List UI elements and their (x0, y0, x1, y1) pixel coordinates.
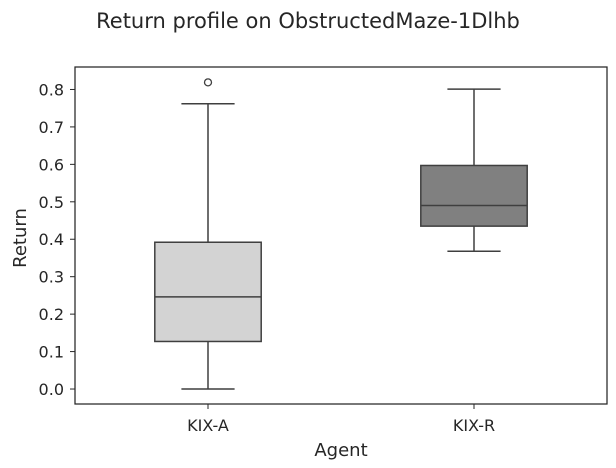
box-kix-a (154, 78, 262, 390)
x-tick-label: KIX-A (187, 416, 229, 435)
chart-title: Return profile on ObstructedMaze-1Dlhb (96, 9, 520, 33)
y-tick-label: 0.4 (39, 230, 64, 249)
y-tick-label: 0.0 (39, 380, 64, 399)
y-tick-label: 0.2 (39, 305, 64, 324)
y-tick-label: 0.7 (39, 118, 64, 137)
x-axis-ticks: KIX-A KIX-R (187, 404, 495, 435)
y-tick-label: 0.3 (39, 268, 64, 287)
box-series (154, 78, 528, 390)
y-axis-label: Return (10, 208, 31, 268)
interquartile-box (420, 164, 528, 227)
x-axis-label: Agent (314, 440, 367, 461)
box-kix-r (420, 88, 528, 252)
interquartile-box (154, 241, 262, 343)
y-tick-label: 0.5 (39, 193, 64, 212)
plot-frame (74, 66, 608, 405)
x-tick-label: KIX-R (453, 416, 495, 435)
y-axis-ticks: 0.0 0.1 0.2 0.3 0.4 0.5 0.6 0.7 0.8 (39, 80, 75, 399)
y-tick-label: 0.1 (39, 343, 64, 362)
y-tick-label: 0.8 (39, 80, 64, 99)
y-tick-label: 0.6 (39, 155, 64, 174)
outlier-point (203, 78, 213, 87)
